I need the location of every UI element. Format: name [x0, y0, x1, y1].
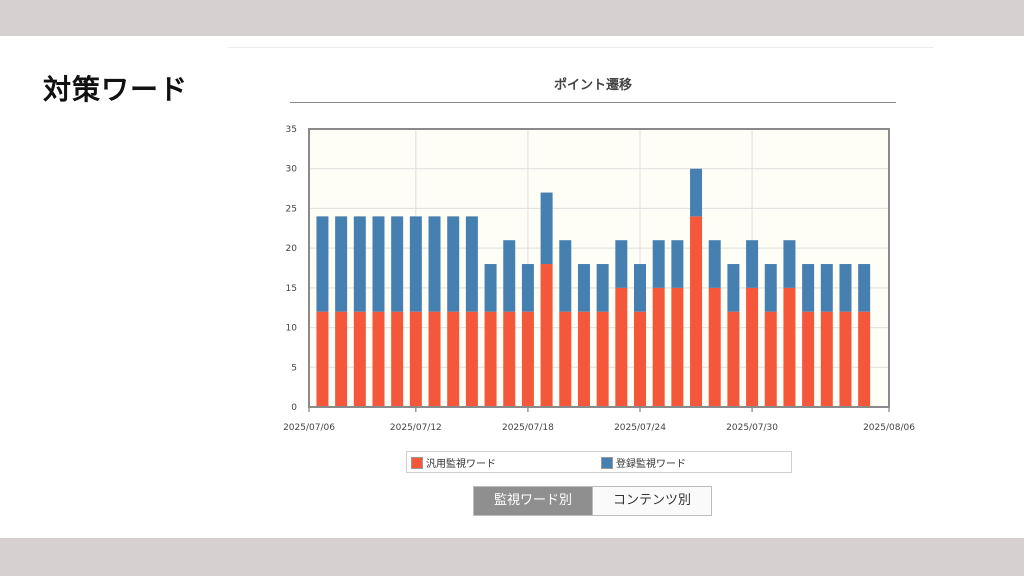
- by-content-button[interactable]: コンテンツ別: [592, 487, 711, 515]
- y-tick-label: 0: [291, 403, 297, 413]
- bar-general-1: [316, 311, 329, 407]
- bar-general-5: [391, 311, 404, 407]
- by-monitor-word-button[interactable]: 監視ワード別: [474, 487, 592, 515]
- bar-general-4: [372, 311, 385, 407]
- y-tick-label: 10: [286, 324, 298, 334]
- y-tick-label: 15: [286, 284, 297, 294]
- bar-general-29: [839, 311, 852, 407]
- bar-general-12: [521, 311, 534, 407]
- bar-general-25: [764, 311, 777, 407]
- bar-registered-30: [858, 264, 871, 312]
- legend-swatch-general: [411, 456, 423, 469]
- bar-registered-15: [577, 264, 590, 312]
- bar-registered-12: [521, 264, 534, 312]
- bar-registered-21: [690, 168, 703, 217]
- bar-registered-23: [727, 264, 740, 312]
- bar-general-3: [353, 311, 366, 407]
- y-tick-label: 30: [286, 165, 298, 175]
- bar-registered-8: [447, 216, 460, 312]
- bar-general-8: [447, 311, 460, 407]
- bar-general-28: [820, 311, 833, 407]
- bar-registered-28: [820, 264, 833, 312]
- bar-registered-6: [409, 216, 422, 312]
- bar-registered-25: [764, 264, 777, 312]
- x-tick-label: 2025/07/12: [390, 423, 442, 433]
- legend-swatch-registered: [601, 456, 613, 469]
- bar-registered-2: [335, 216, 348, 312]
- slide: 対策ワード ポイント遷移 0 5 10 15 20 25 30 35 2025/07/06 20…: [0, 36, 1024, 538]
- legend-item-registered: 登録監視ワード: [601, 455, 686, 470]
- y-tick-label: 20: [286, 244, 298, 254]
- bar-general-9: [465, 311, 478, 407]
- plot-frame: [308, 128, 890, 408]
- bar-general-13: [540, 264, 553, 407]
- bar-general-18: [634, 311, 647, 407]
- bar-general-15: [577, 311, 590, 407]
- bar-general-23: [727, 311, 740, 407]
- x-tick-label: 2025/07/24: [614, 423, 666, 433]
- bar-registered-11: [503, 240, 516, 312]
- bar-general-7: [428, 311, 441, 407]
- bar-registered-26: [783, 240, 796, 288]
- bar-registered-20: [671, 240, 684, 288]
- bar-general-22: [708, 287, 721, 407]
- y-tick-label: 5: [291, 363, 297, 373]
- legend-item-general: 汎用監視ワード: [411, 455, 496, 470]
- bar-registered-16: [596, 264, 609, 312]
- bar-general-30: [858, 311, 871, 407]
- bar-general-19: [652, 287, 665, 407]
- bar-registered-17: [615, 240, 628, 288]
- bar-general-20: [671, 287, 684, 407]
- bar-general-2: [335, 311, 348, 407]
- bar-registered-14: [559, 240, 572, 312]
- bar-registered-5: [391, 216, 404, 312]
- chart-title-divider: [290, 102, 896, 103]
- panel-top-divider: [228, 47, 934, 48]
- bar-general-27: [802, 311, 815, 407]
- view-toggle: 監視ワード別 コンテンツ別: [473, 486, 712, 516]
- bar-registered-3: [353, 216, 366, 312]
- x-tick-label: 2025/07/30: [726, 423, 778, 433]
- bar-general-24: [746, 287, 759, 407]
- chart-title: ポイント遷移: [553, 78, 632, 93]
- bar-registered-9: [465, 216, 478, 312]
- x-tick-label: 2025/07/18: [502, 423, 554, 433]
- bar-general-26: [783, 287, 796, 407]
- bar-registered-4: [372, 216, 385, 312]
- bar-registered-24: [746, 240, 759, 288]
- bar-registered-27: [802, 264, 815, 312]
- legend-label-registered: 登録監視ワード: [616, 459, 686, 470]
- bar-general-16: [596, 311, 609, 407]
- bar-registered-18: [634, 264, 647, 312]
- bar-registered-7: [428, 216, 441, 312]
- slide-title: 対策ワード: [43, 73, 189, 106]
- bar-general-11: [503, 311, 516, 407]
- bar-registered-10: [484, 264, 497, 312]
- points-chart: 0 5 10 15 20 25 30 35 2025/07/06 2025/07/12 2025/…: [283, 125, 915, 433]
- bar-general-10: [484, 311, 497, 407]
- bar-general-21: [690, 216, 703, 407]
- bar-general-6: [409, 311, 422, 407]
- bar-registered-1: [316, 216, 329, 312]
- y-tick-label: 35: [286, 125, 297, 135]
- bar-registered-13: [540, 192, 553, 265]
- bar-general-17: [615, 287, 628, 407]
- bar-registered-19: [652, 240, 665, 288]
- bar-general-14: [559, 311, 572, 407]
- chart-legend: 汎用監視ワード 登録監視ワード: [406, 451, 792, 473]
- x-tick-label: 2025/07/06: [283, 423, 335, 433]
- x-tick-label: 2025/08/06: [863, 423, 915, 433]
- bar-registered-29: [839, 264, 852, 312]
- legend-label-general: 汎用監視ワード: [426, 459, 496, 470]
- bar-registered-22: [708, 240, 721, 288]
- y-tick-label: 25: [286, 204, 297, 214]
